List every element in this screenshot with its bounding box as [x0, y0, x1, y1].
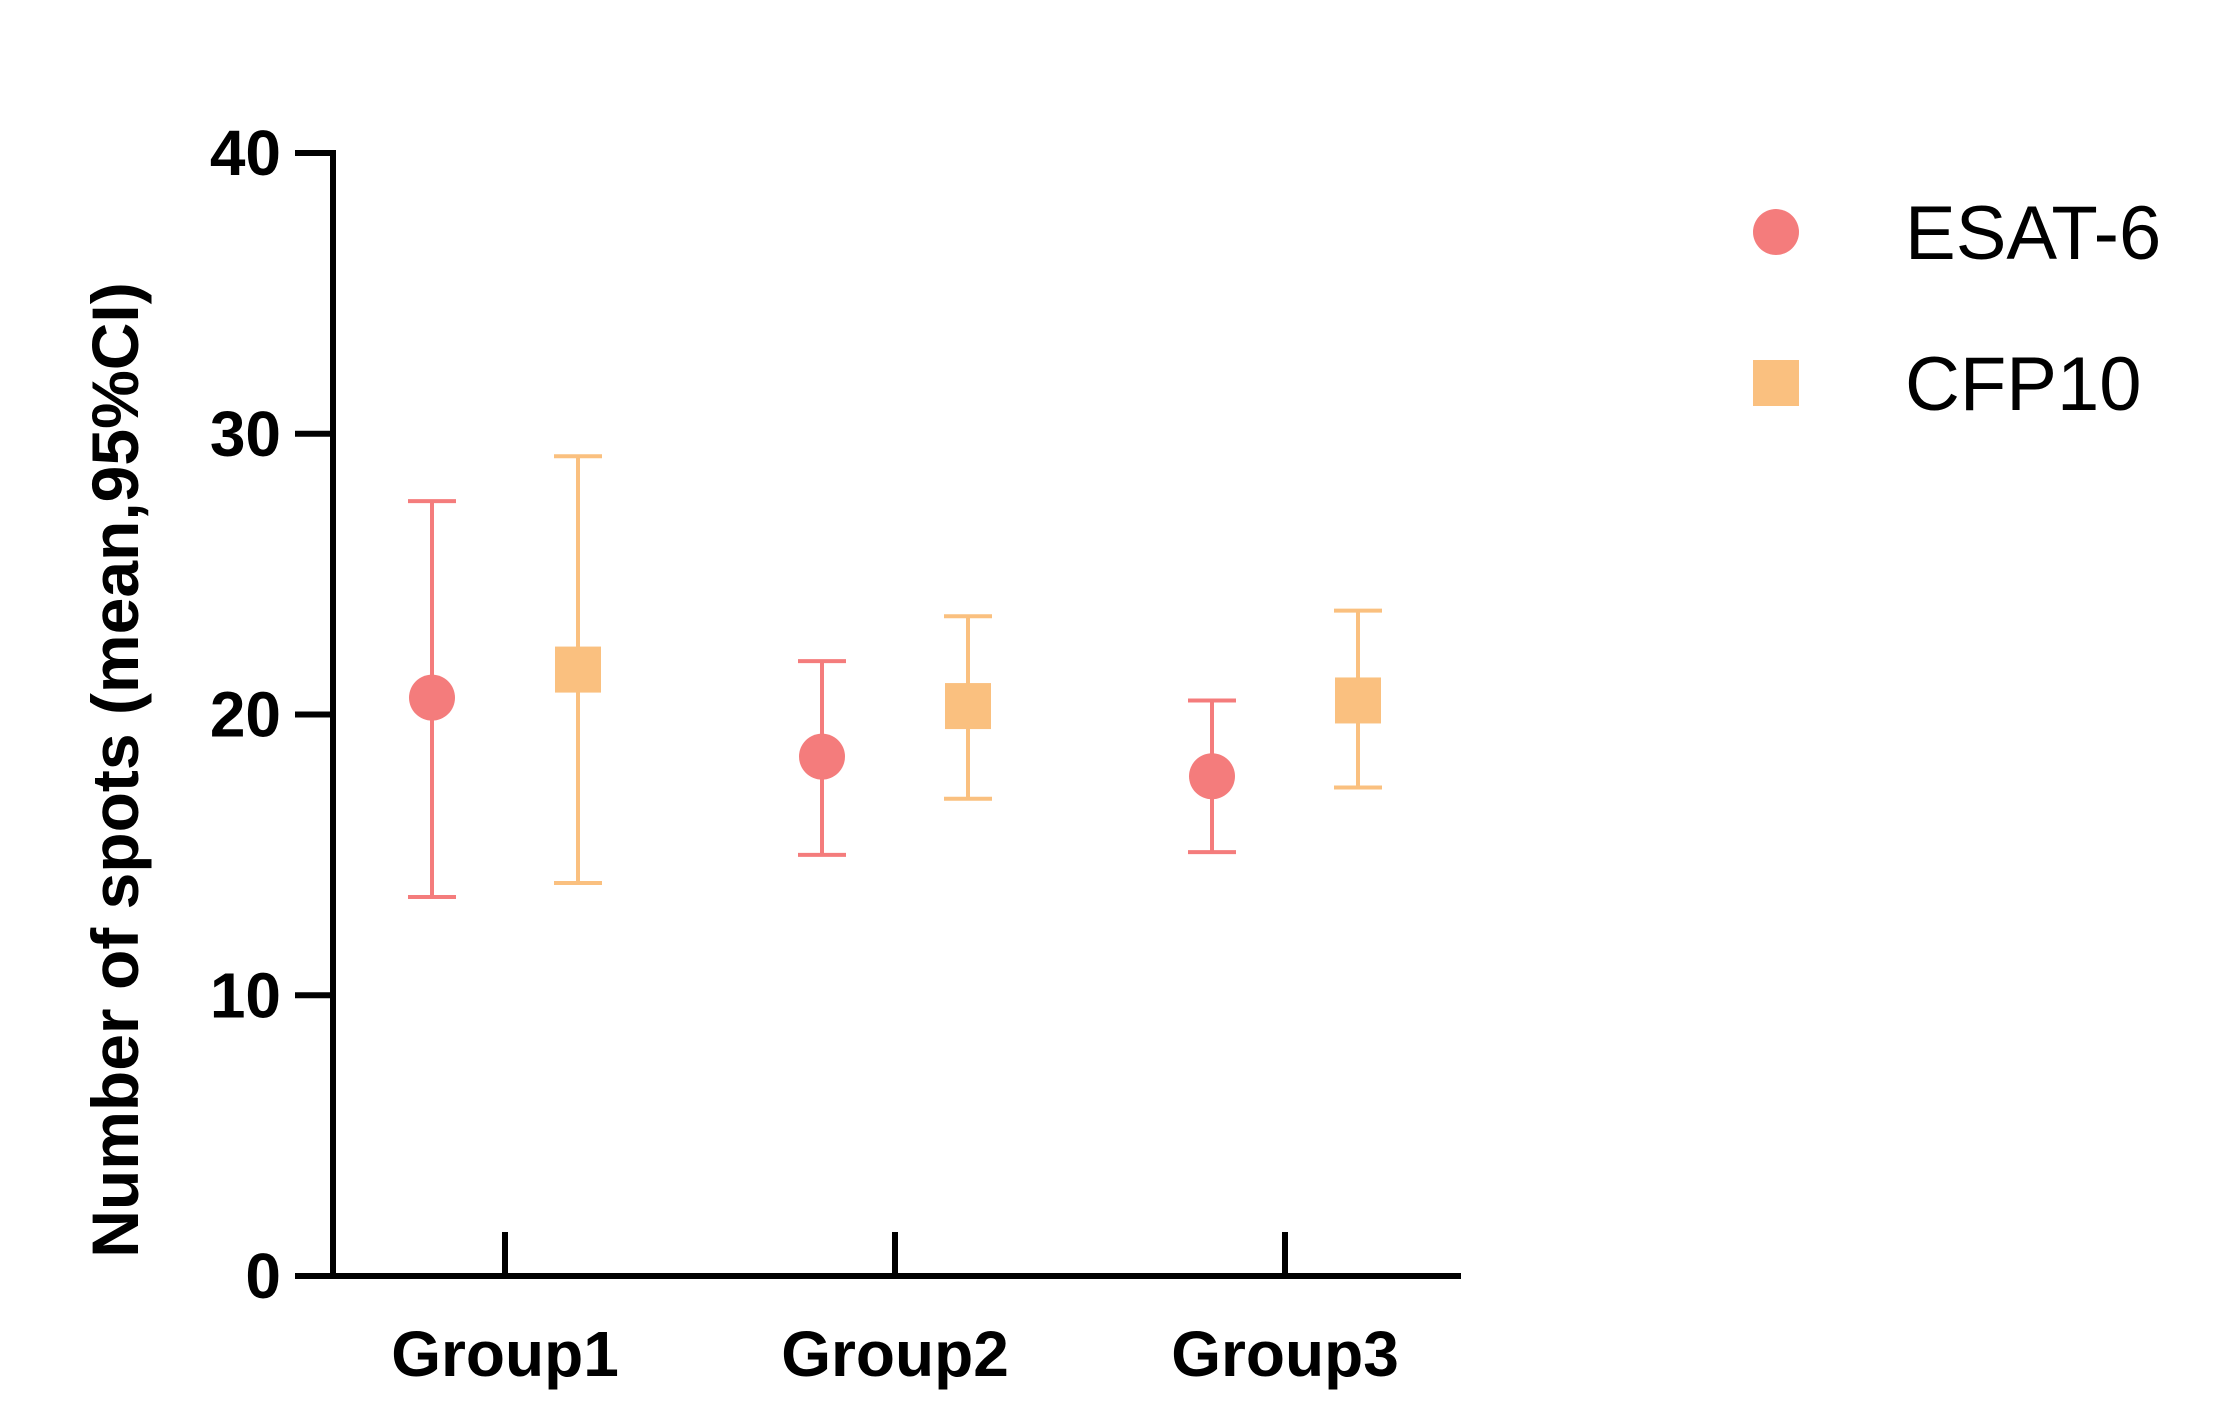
esat6-group3-point	[1188, 698, 1236, 855]
y-tick-label-40: 40	[210, 117, 281, 189]
x-ticks: Group1 Group2 Group3	[391, 1232, 1399, 1390]
y-tick-label-30: 30	[210, 398, 281, 470]
legend-label-esat6: ESAT-6	[1905, 191, 2161, 276]
esat6-group3-marker	[1189, 753, 1235, 800]
x-tick-label-group3: Group3	[1171, 1318, 1399, 1390]
y-ticks: 0 10 20 30 40	[210, 117, 333, 1312]
cfp10-group2-point	[944, 614, 992, 801]
y-tick-label-20: 20	[210, 679, 281, 751]
x-tick-label-group1: Group1	[391, 1318, 619, 1390]
cfp10-group3-point	[1334, 608, 1382, 790]
y-tick-label-10: 10	[210, 959, 281, 1031]
cfp10-group2-marker	[945, 683, 991, 730]
y-axis-title: Number of spots (mean,95%CI)	[78, 282, 152, 1258]
legend-item-cfp10: CFP10	[1753, 342, 2142, 427]
legend: ESAT-6 CFP10	[1753, 191, 2161, 427]
esat6-group2-point	[798, 659, 846, 857]
esat6-group1-marker	[409, 674, 455, 721]
legend-label-cfp10: CFP10	[1905, 342, 2142, 427]
cfp10-group1-marker	[555, 646, 601, 693]
esat6-group1-point	[408, 499, 456, 899]
legend-item-esat6: ESAT-6	[1753, 191, 2161, 276]
y-tick-label-0: 0	[245, 1240, 281, 1312]
cfp10-group1-point	[554, 454, 602, 885]
cfp10-group3-marker	[1335, 677, 1381, 724]
esat6-group2-marker	[799, 733, 845, 780]
x-tick-label-group2: Group2	[781, 1318, 1009, 1390]
legend-marker-cfp10	[1753, 360, 1799, 406]
series-layer	[408, 454, 1382, 899]
legend-marker-esat6	[1753, 209, 1799, 255]
